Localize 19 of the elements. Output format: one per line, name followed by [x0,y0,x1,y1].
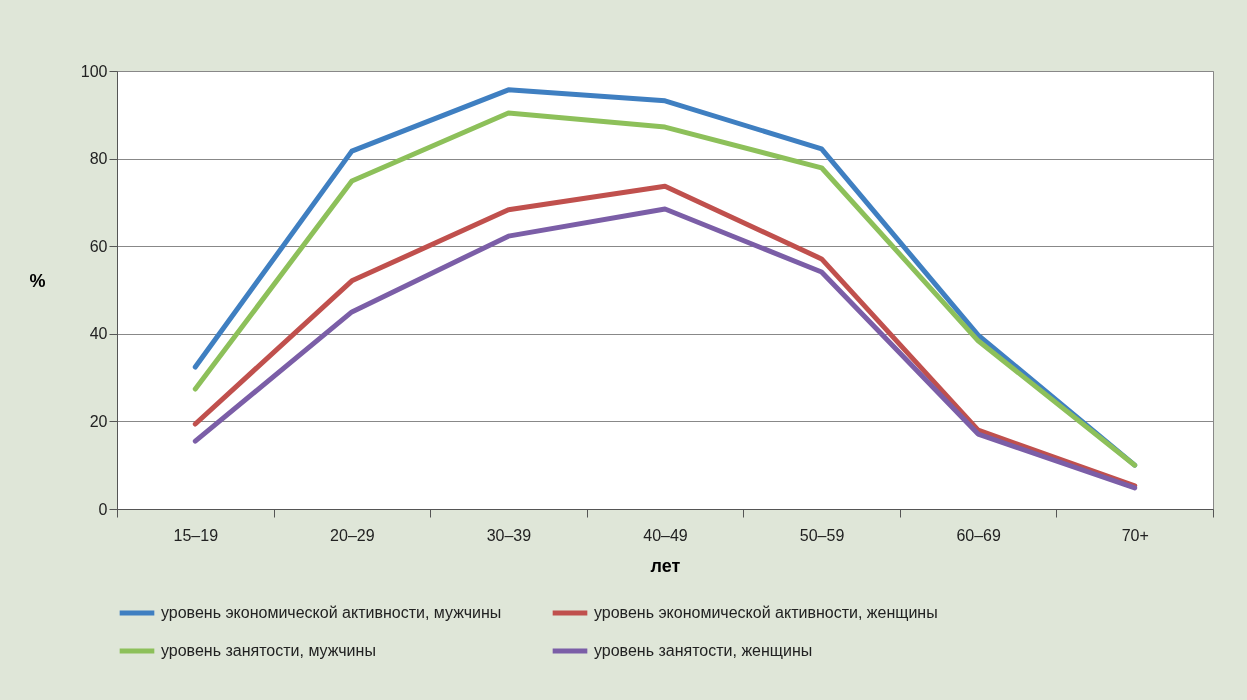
y-tick-label: 0 [98,500,108,518]
y-tick-label: 80 [89,150,108,168]
legend-label: уровень занятости, женщины [594,642,813,659]
x-axis-title: лет [650,555,681,576]
y-tick-label: 40 [89,325,108,343]
legend-label: уровень занятости, мужчины [161,642,376,659]
x-tick-label: 50–59 [799,526,845,544]
legend-label: уровень экономической активности, мужчины [161,604,502,621]
y-tick-label: 60 [89,237,108,255]
x-tick-label: 70+ [1121,526,1149,544]
y-tick-label: 100 [80,62,108,80]
x-tick-label: 40–49 [643,526,688,544]
x-tick-label: 20–29 [330,526,375,544]
y-axis-title: % [29,270,46,291]
y-tick-label: 20 [89,412,108,430]
x-tick-label: 60–69 [956,526,1001,544]
x-tick-label: 30–39 [486,526,532,544]
legend-label: уровень экономической активности, женщины [594,604,938,621]
x-tick-label: 15–19 [173,526,219,544]
